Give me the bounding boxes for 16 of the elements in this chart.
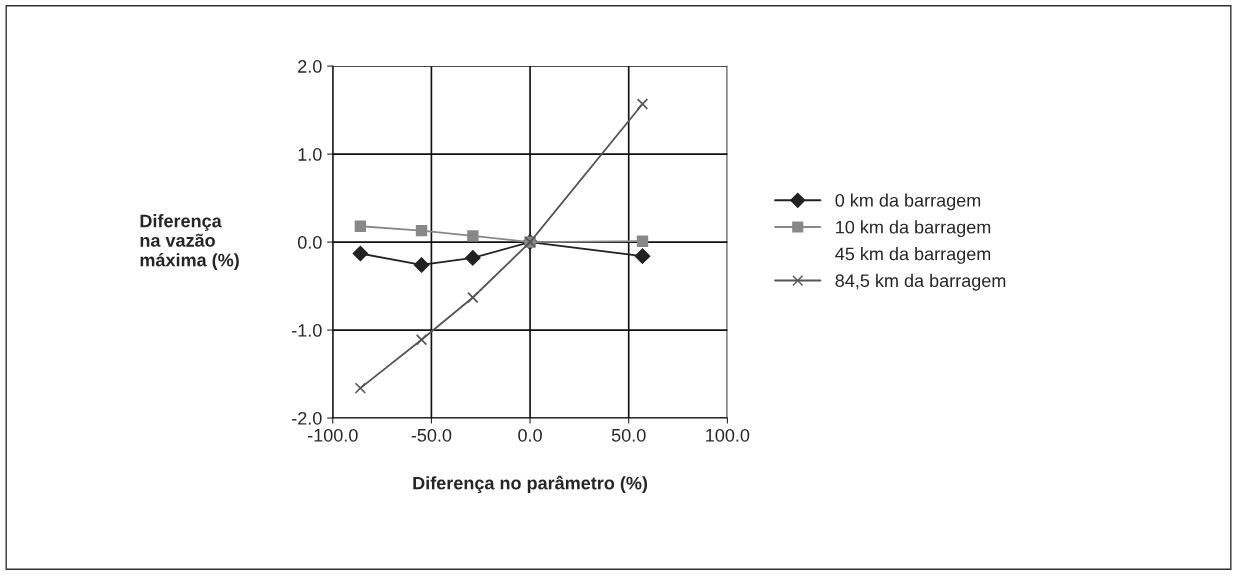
- legend-label: 0 km da barragem: [835, 193, 981, 211]
- x-tick-label: 50.0: [611, 428, 646, 442]
- y-tick-label: 1.0: [298, 148, 322, 161]
- y-tick-label: -1.0: [292, 323, 322, 337]
- x-axis-title: Diferença no parâmetro (%): [413, 475, 648, 494]
- legend-label: 10 km da barragem: [836, 220, 991, 238]
- legend-label: 84,5 km da barragem: [835, 273, 1006, 291]
- x-tick-label: -50.0: [411, 428, 452, 442]
- y-axis-title: Diferença na vazão máxima (%): [140, 214, 239, 271]
- text: 45 km da barragem: [835, 247, 991, 264]
- x-tick-label: -100.0: [307, 428, 358, 442]
- y-tick-label: 0.0: [297, 236, 322, 249]
- y-tick-label: 2.0: [298, 60, 322, 73]
- x-tick-label: 0.0: [518, 428, 542, 442]
- y-tick-label: -2.0: [292, 411, 322, 425]
- x-tick-label: 100.0: [706, 428, 750, 442]
